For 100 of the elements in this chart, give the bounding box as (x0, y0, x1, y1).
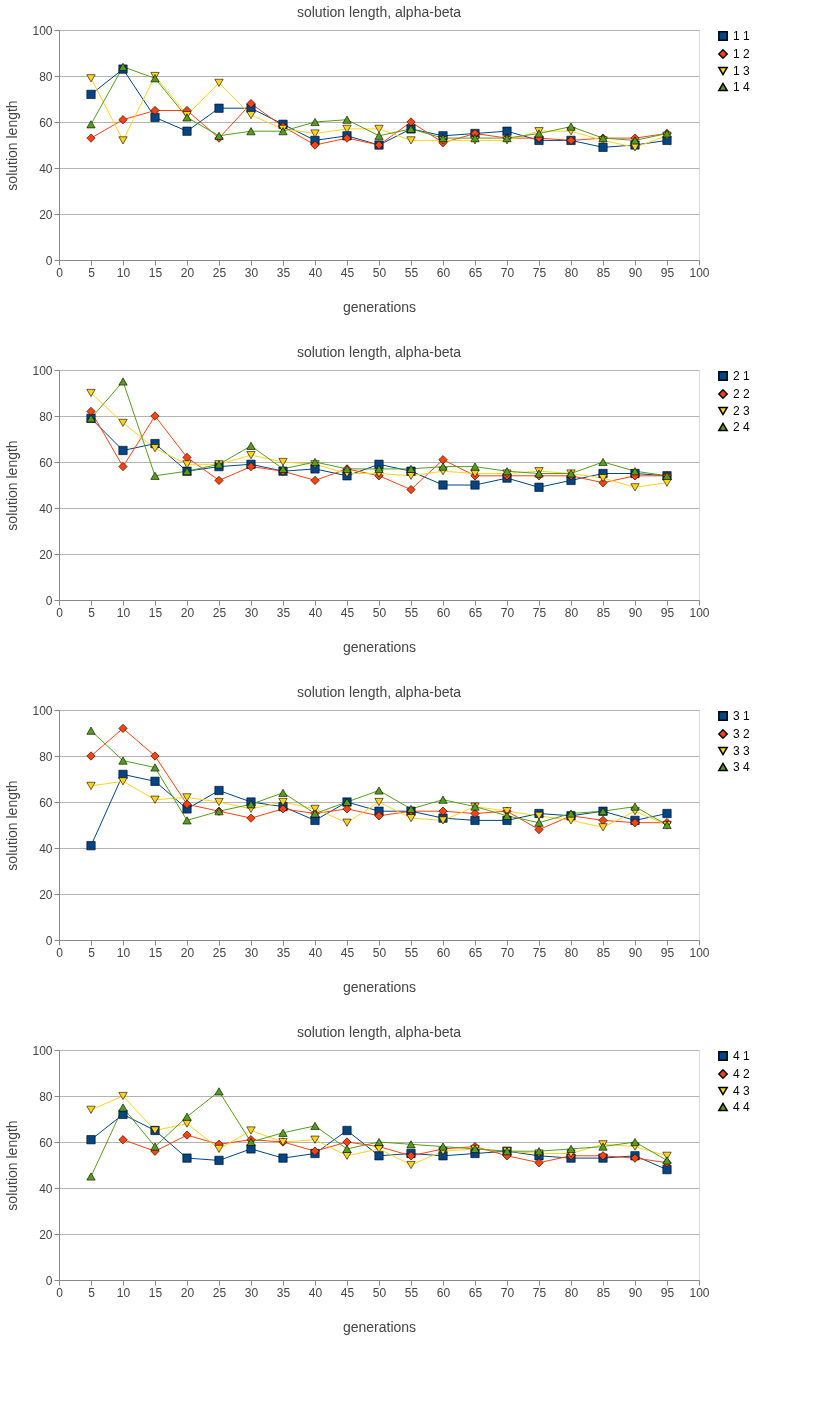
x-tick-label: 75 (532, 945, 547, 960)
y-axis-title: solution length (4, 440, 21, 531)
x-tick-label: 55 (404, 945, 419, 960)
legend-label: 3 3 (733, 744, 751, 758)
x-tick-label: 65 (468, 265, 483, 280)
legend-label: 4 2 (733, 1067, 751, 1081)
y-tick-label: 60 (39, 455, 53, 470)
y-tick-label: 100 (32, 703, 53, 718)
x-tick-label: 70 (500, 1285, 515, 1300)
x-tick-label: 5 (88, 945, 96, 960)
y-axis-title: solution length (4, 780, 21, 871)
x-tick-label: 90 (628, 945, 643, 960)
x-tick-label: 25 (212, 945, 227, 960)
x-tick-label: 70 (500, 605, 515, 620)
x-axis-title: generations (342, 1318, 417, 1335)
chart-title: solution length, alpha-beta (296, 344, 462, 360)
y-tick-label: 60 (39, 115, 53, 130)
x-tick-label: 15 (148, 605, 163, 620)
y-tick-label: 60 (39, 795, 53, 810)
y-tick-label: 40 (39, 841, 53, 856)
x-tick-label: 80 (564, 605, 579, 620)
y-tick-label: 0 (45, 933, 53, 948)
legend-label: 1 1 (733, 29, 751, 43)
x-tick-label: 25 (212, 605, 227, 620)
x-tick-label: 15 (148, 945, 163, 960)
x-tick-label: 60 (436, 1285, 451, 1300)
x-tick-label: 50 (372, 605, 387, 620)
y-axis-title: solution length (4, 100, 21, 191)
y-tick-label: 80 (39, 69, 53, 84)
x-tick-label: 35 (276, 605, 291, 620)
x-tick-label: 10 (116, 265, 131, 280)
x-tick-label: 10 (116, 945, 131, 960)
x-tick-label: 90 (628, 605, 643, 620)
x-tick-label: 80 (564, 1285, 579, 1300)
x-tick-label: 45 (340, 945, 355, 960)
chart-title: solution length, alpha-beta (296, 684, 462, 700)
x-tick-label: 60 (436, 605, 451, 620)
x-tick-label: 0 (56, 1285, 64, 1300)
y-tick-label: 100 (32, 23, 53, 38)
x-tick-label: 100 (689, 265, 710, 280)
y-tick-label: 80 (39, 409, 53, 424)
legend-label: 3 2 (733, 727, 751, 741)
x-tick-label: 20 (180, 945, 195, 960)
x-tick-label: 5 (88, 265, 96, 280)
x-tick-label: 95 (660, 605, 675, 620)
x-tick-label: 20 (180, 1285, 195, 1300)
y-tick-label: 20 (39, 207, 53, 222)
x-tick-label: 90 (628, 265, 643, 280)
y-tick-label: 40 (39, 501, 53, 516)
y-tick-label: 0 (45, 593, 53, 608)
y-tick-label: 40 (39, 161, 53, 176)
x-tick-label: 5 (88, 605, 96, 620)
x-tick-label: 15 (148, 1285, 163, 1300)
x-tick-label: 30 (244, 945, 259, 960)
y-tick-label: 100 (32, 363, 53, 378)
x-tick-label: 35 (276, 945, 291, 960)
x-tick-label: 75 (532, 1285, 547, 1300)
x-tick-label: 40 (308, 1285, 323, 1300)
x-tick-label: 50 (372, 1285, 387, 1300)
x-tick-label: 65 (468, 1285, 483, 1300)
x-tick-label: 55 (404, 605, 419, 620)
x-tick-label: 95 (660, 265, 675, 280)
y-tick-label: 20 (39, 887, 53, 902)
x-tick-label: 85 (596, 1285, 611, 1300)
x-tick-label: 65 (468, 605, 483, 620)
x-tick-label: 100 (689, 945, 710, 960)
x-tick-label: 20 (180, 605, 195, 620)
legend-label: 4 4 (733, 1100, 751, 1114)
legend-label: 3 1 (733, 709, 751, 723)
x-tick-label: 85 (596, 605, 611, 620)
x-tick-label: 75 (532, 605, 547, 620)
chart-title: solution length, alpha-beta (296, 4, 462, 20)
x-tick-label: 30 (244, 1285, 259, 1300)
x-axis-title: generations (342, 298, 417, 315)
x-tick-label: 55 (404, 265, 419, 280)
x-tick-label: 10 (116, 1285, 131, 1300)
x-tick-label: 0 (56, 265, 64, 280)
legend-label: 4 3 (733, 1084, 751, 1098)
y-tick-label: 60 (39, 1135, 53, 1150)
x-tick-label: 40 (308, 945, 323, 960)
x-tick-label: 100 (689, 1285, 710, 1300)
x-tick-label: 5 (88, 1285, 96, 1300)
x-tick-label: 80 (564, 945, 579, 960)
x-tick-label: 70 (500, 265, 515, 280)
y-tick-label: 80 (39, 1089, 53, 1104)
x-axis-title: generations (342, 978, 417, 995)
x-tick-label: 85 (596, 265, 611, 280)
x-tick-label: 0 (56, 605, 64, 620)
x-tick-label: 25 (212, 265, 227, 280)
x-tick-label: 0 (56, 945, 64, 960)
x-tick-label: 50 (372, 265, 387, 280)
legend-label: 1 3 (733, 64, 751, 78)
x-tick-label: 45 (340, 1285, 355, 1300)
x-tick-label: 35 (276, 265, 291, 280)
x-tick-label: 60 (436, 265, 451, 280)
x-tick-label: 75 (532, 265, 547, 280)
x-tick-label: 20 (180, 265, 195, 280)
legend-label: 1 2 (733, 47, 751, 61)
legend-label: 4 1 (733, 1049, 751, 1063)
legend-label: 2 2 (733, 387, 751, 401)
